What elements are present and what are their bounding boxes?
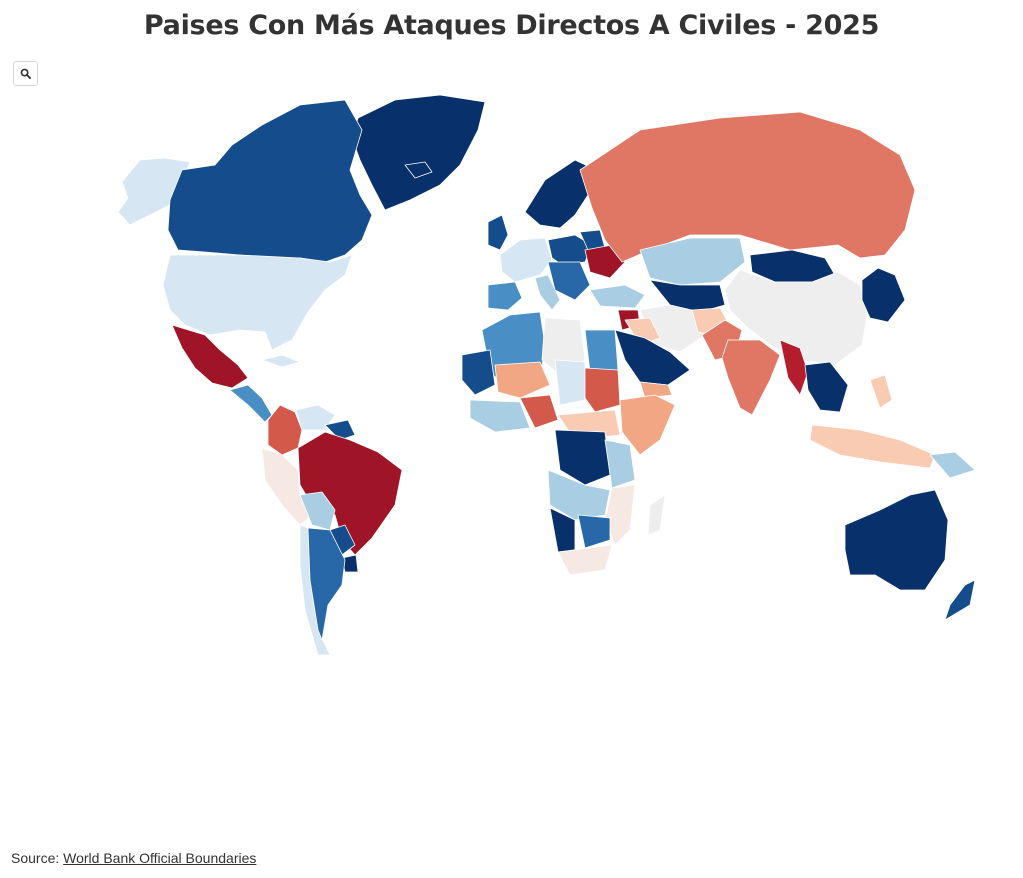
country-greenland[interactable] (351, 94, 486, 211)
country-venezuela[interactable] (295, 404, 336, 431)
country-nigeria[interactable] (519, 394, 559, 429)
country-india[interactable] (721, 339, 781, 416)
country-australia[interactable] (844, 489, 949, 591)
country-madagascar[interactable] (647, 494, 666, 536)
country-balkans[interactable] (547, 261, 591, 301)
country-china[interactable] (724, 269, 869, 366)
country-new-zealand[interactable] (944, 579, 976, 621)
country-west-africa[interactable] (461, 349, 496, 396)
country-argentina[interactable] (307, 527, 346, 641)
country-uk-ireland[interactable] (487, 214, 509, 251)
country-ethiopia-somalia[interactable] (619, 394, 676, 456)
country-spain-portugal[interactable] (487, 281, 523, 311)
country-colombia[interactable] (267, 404, 303, 456)
country-yemen[interactable] (639, 381, 673, 399)
world-map (117, 94, 976, 656)
country-saudi-arabia[interactable] (614, 329, 691, 386)
country-east-africa[interactable] (604, 439, 636, 489)
country-turkey[interactable] (589, 284, 646, 309)
zoom-button[interactable] (13, 61, 38, 86)
country-mozambique[interactable] (604, 484, 636, 546)
source-note: Source: World Bank Official Boundaries (11, 850, 256, 866)
country-papua-new-guinea[interactable] (929, 451, 976, 479)
country-cuba[interactable] (261, 354, 301, 368)
country-coastal-west-africa[interactable] (469, 399, 531, 433)
country-myanmar[interactable] (779, 339, 809, 396)
country-angola-zambia[interactable] (547, 469, 611, 521)
country-canada[interactable] (167, 99, 373, 263)
country-southeast-asia[interactable] (804, 361, 849, 413)
country-egypt[interactable] (584, 329, 619, 373)
country-zimbabwe-botswana[interactable] (577, 514, 611, 549)
search-icon (20, 68, 31, 79)
country-central-america[interactable] (229, 384, 273, 423)
country-italy[interactable] (534, 274, 561, 311)
country-mexico[interactable] (171, 324, 249, 389)
source-label: Source: (11, 850, 60, 866)
country-korea-japan[interactable] (861, 267, 906, 323)
country-sudan[interactable] (584, 367, 621, 413)
country-usa[interactable] (162, 254, 353, 351)
country-south-africa[interactable] (557, 544, 613, 576)
country-mali-niger[interactable] (494, 361, 551, 399)
country-bolivia[interactable] (299, 491, 336, 531)
country-chad[interactable] (554, 359, 586, 406)
country-indonesia[interactable] (809, 424, 936, 469)
country-mongolia[interactable] (749, 249, 836, 283)
country-kazakhstan[interactable] (639, 237, 746, 286)
map-title: Paises Con Más Ataques Directos A Civile… (143, 10, 880, 41)
country-dr-congo[interactable] (554, 429, 611, 486)
country-western-europe[interactable] (499, 237, 553, 283)
source-link[interactable]: World Bank Official Boundaries (63, 850, 257, 866)
country-philippines[interactable] (869, 374, 893, 409)
country-iceland[interactable] (404, 161, 433, 179)
country-russia[interactable] (579, 111, 916, 263)
country-germany-poland[interactable] (547, 234, 593, 266)
